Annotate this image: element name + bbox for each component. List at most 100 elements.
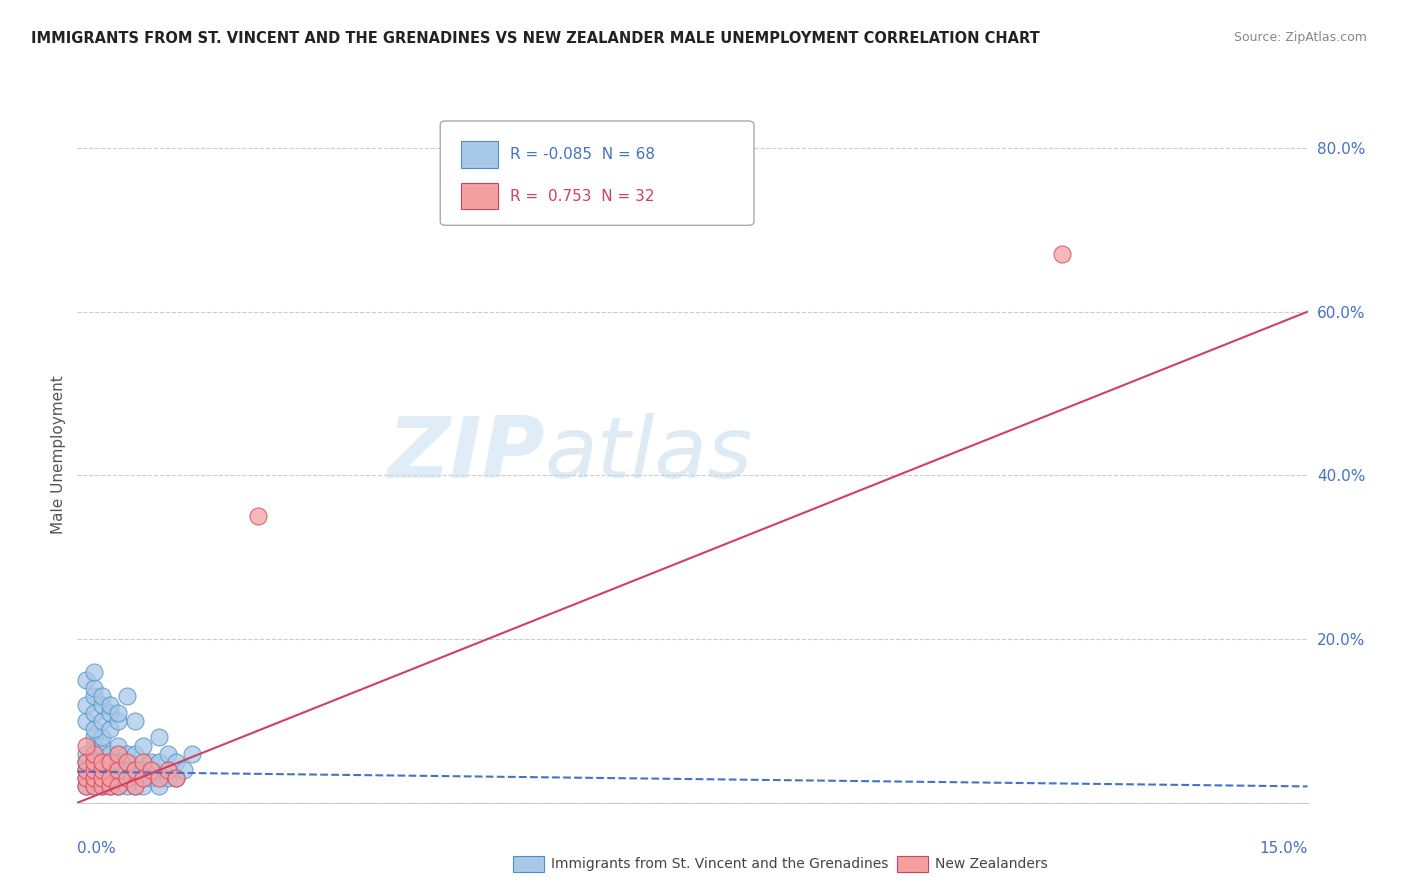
Point bbox=[156, 763, 179, 777]
Point bbox=[98, 755, 121, 769]
Text: Immigrants from St. Vincent and the Grenadines: Immigrants from St. Vincent and the Gren… bbox=[551, 857, 889, 871]
Text: New Zealanders: New Zealanders bbox=[935, 857, 1047, 871]
Point bbox=[83, 771, 105, 785]
Point bbox=[115, 747, 138, 761]
Text: 15.0%: 15.0% bbox=[1260, 841, 1308, 856]
Point bbox=[83, 763, 105, 777]
Point bbox=[148, 755, 170, 769]
Point bbox=[115, 780, 138, 794]
Point bbox=[165, 771, 187, 785]
Point bbox=[83, 780, 105, 794]
Text: ZIP: ZIP bbox=[387, 413, 546, 497]
Point bbox=[173, 763, 195, 777]
Point bbox=[83, 706, 105, 720]
Point bbox=[132, 755, 155, 769]
Point bbox=[90, 739, 114, 753]
Point bbox=[115, 755, 138, 769]
Point bbox=[75, 698, 97, 712]
Point bbox=[98, 706, 121, 720]
Point bbox=[75, 755, 97, 769]
Point bbox=[75, 755, 97, 769]
Point bbox=[90, 763, 114, 777]
Point bbox=[90, 755, 114, 769]
Point bbox=[98, 771, 121, 785]
Point bbox=[124, 763, 146, 777]
Point bbox=[148, 780, 170, 794]
Point bbox=[90, 763, 114, 777]
Point bbox=[90, 780, 114, 794]
Point bbox=[141, 771, 163, 785]
Point bbox=[148, 731, 170, 745]
Point bbox=[115, 690, 138, 704]
Point bbox=[75, 771, 97, 785]
Point bbox=[90, 755, 114, 769]
Point bbox=[90, 780, 114, 794]
Point bbox=[181, 747, 204, 761]
Point bbox=[98, 698, 121, 712]
Point bbox=[75, 714, 97, 728]
Point bbox=[75, 763, 97, 777]
Point bbox=[98, 722, 121, 736]
Point bbox=[107, 780, 129, 794]
Point bbox=[107, 739, 129, 753]
Point bbox=[107, 780, 129, 794]
Text: IMMIGRANTS FROM ST. VINCENT AND THE GRENADINES VS NEW ZEALANDER MALE UNEMPLOYMEN: IMMIGRANTS FROM ST. VINCENT AND THE GREN… bbox=[31, 31, 1039, 46]
Point bbox=[132, 771, 155, 785]
Point bbox=[98, 747, 121, 761]
Point bbox=[246, 509, 269, 524]
Point bbox=[83, 665, 105, 679]
Point bbox=[83, 747, 105, 761]
Point bbox=[98, 780, 121, 794]
Bar bbox=[461, 141, 498, 168]
Point bbox=[90, 771, 114, 785]
Point bbox=[83, 780, 105, 794]
Point bbox=[124, 780, 146, 794]
Point bbox=[141, 755, 163, 769]
Point bbox=[90, 714, 114, 728]
Text: R =  0.753  N = 32: R = 0.753 N = 32 bbox=[510, 188, 655, 203]
Point bbox=[90, 771, 114, 785]
Point bbox=[107, 763, 129, 777]
Point bbox=[98, 780, 121, 794]
Point bbox=[75, 739, 97, 753]
Point bbox=[148, 771, 170, 785]
Point bbox=[83, 722, 105, 736]
Point bbox=[107, 771, 129, 785]
Point bbox=[90, 731, 114, 745]
Point bbox=[124, 747, 146, 761]
Point bbox=[75, 780, 97, 794]
Point bbox=[165, 755, 187, 769]
Point bbox=[132, 739, 155, 753]
Point bbox=[115, 763, 138, 777]
Point bbox=[115, 771, 138, 785]
Point bbox=[124, 714, 146, 728]
Point bbox=[115, 771, 138, 785]
FancyBboxPatch shape bbox=[440, 121, 754, 226]
Point bbox=[75, 673, 97, 687]
Point bbox=[98, 755, 121, 769]
Point bbox=[98, 763, 121, 777]
Point bbox=[156, 747, 179, 761]
Point bbox=[83, 739, 105, 753]
Text: R = -0.085  N = 68: R = -0.085 N = 68 bbox=[510, 147, 655, 161]
Point bbox=[107, 755, 129, 769]
Point bbox=[90, 698, 114, 712]
Point bbox=[107, 714, 129, 728]
Point bbox=[107, 706, 129, 720]
Point bbox=[75, 771, 97, 785]
Point bbox=[124, 763, 146, 777]
Text: atlas: atlas bbox=[546, 413, 752, 497]
Point bbox=[83, 771, 105, 785]
Point bbox=[83, 690, 105, 704]
Y-axis label: Male Unemployment: Male Unemployment bbox=[51, 376, 66, 534]
Point bbox=[83, 681, 105, 696]
Point bbox=[98, 771, 121, 785]
Point bbox=[75, 780, 97, 794]
Point bbox=[90, 747, 114, 761]
Point bbox=[75, 747, 97, 761]
Point bbox=[141, 763, 163, 777]
Bar bbox=[461, 183, 498, 210]
Point bbox=[83, 731, 105, 745]
Point bbox=[124, 780, 146, 794]
Point bbox=[132, 763, 155, 777]
